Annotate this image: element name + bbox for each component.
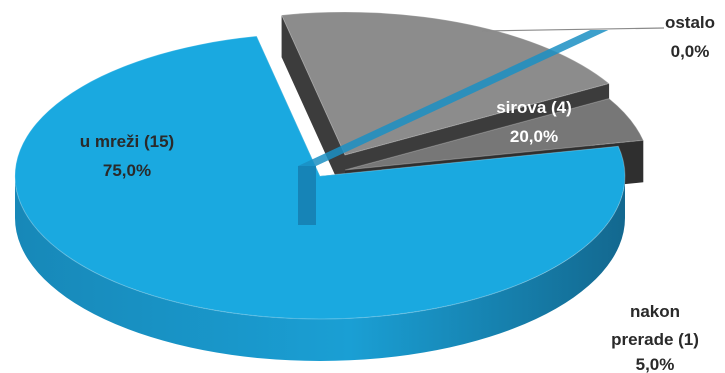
slice-u-mrezi-side: [15, 176, 625, 361]
slice-sirova-top: [280, 11, 611, 156]
percent-sirova: 20,0%: [510, 127, 558, 146]
percent-u-mrezi: 75,0%: [103, 161, 151, 180]
slice-ostalo-wall: [298, 166, 316, 225]
slice-nakon-prerade-top: [344, 97, 645, 171]
label-ostalo: ostalo: [665, 13, 715, 32]
slice-ostalo-plane: [298, 30, 609, 166]
leader-line-ostalo: [481, 27, 665, 32]
label-nakon-prerade-line1: nakon: [630, 302, 680, 321]
percent-nakon-prerade: 5,0%: [636, 355, 675, 373]
label-nakon-prerade-line2: prerade (1): [611, 330, 699, 349]
percent-ostalo: 0,0%: [671, 42, 710, 61]
slice-u-mrezi-top: [14, 35, 626, 320]
label-u-mrezi: u mreži (15): [80, 132, 174, 151]
label-sirova: sirova (4): [496, 98, 572, 117]
